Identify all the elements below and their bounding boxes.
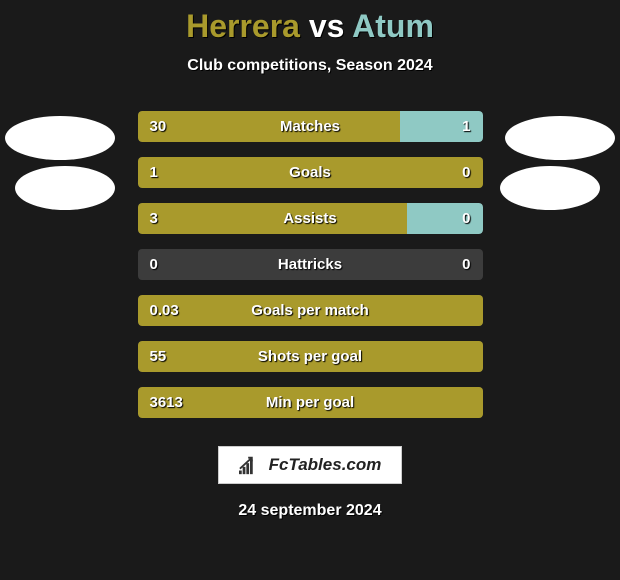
player2-bar bbox=[407, 203, 483, 234]
stat-row: Matches301 bbox=[138, 111, 483, 142]
player1-name: Herrera bbox=[186, 8, 300, 44]
player2-name: Atum bbox=[352, 8, 434, 44]
player1-bar bbox=[138, 203, 407, 234]
subtitle: Club competitions, Season 2024 bbox=[187, 57, 432, 75]
player1-bar bbox=[138, 111, 400, 142]
player1-bar bbox=[138, 295, 483, 326]
player1-bar bbox=[138, 341, 483, 372]
brand-badge[interactable]: FcTables.com bbox=[218, 446, 403, 484]
player2-bar bbox=[400, 111, 483, 142]
page-title: Herrera vs Atum bbox=[186, 8, 434, 45]
stat-label: Hattricks bbox=[138, 249, 483, 280]
stat-row: Hattricks0 0 bbox=[138, 249, 483, 280]
stat-row: Goals10 bbox=[138, 157, 483, 188]
player2-value: 0 bbox=[462, 249, 470, 280]
stat-row: Min per goal3613 bbox=[138, 387, 483, 418]
stats-rows: Matches301 Goals10 Assists30 Hattricks0 0 Goa… bbox=[138, 111, 483, 418]
fctables-logo-icon bbox=[239, 455, 261, 475]
player1-bar bbox=[138, 157, 483, 188]
player2-avatar-placeholder bbox=[505, 116, 615, 160]
player1-avatar-placeholder bbox=[5, 116, 115, 160]
stat-row: Assists30 bbox=[138, 203, 483, 234]
vs-text: vs bbox=[309, 8, 345, 44]
player1-bar bbox=[138, 387, 483, 418]
player2-team-placeholder bbox=[500, 166, 600, 210]
player1-team-placeholder bbox=[15, 166, 115, 210]
stat-row: Shots per goal55 bbox=[138, 341, 483, 372]
comparison-card: Herrera vs Atum Club competitions, Seaso… bbox=[0, 0, 620, 580]
stat-row: Goals per match0.03 bbox=[138, 295, 483, 326]
date-text: 24 september 2024 bbox=[238, 502, 381, 520]
player1-value: 0 bbox=[150, 249, 158, 280]
brand-text: FcTables.com bbox=[269, 455, 382, 475]
